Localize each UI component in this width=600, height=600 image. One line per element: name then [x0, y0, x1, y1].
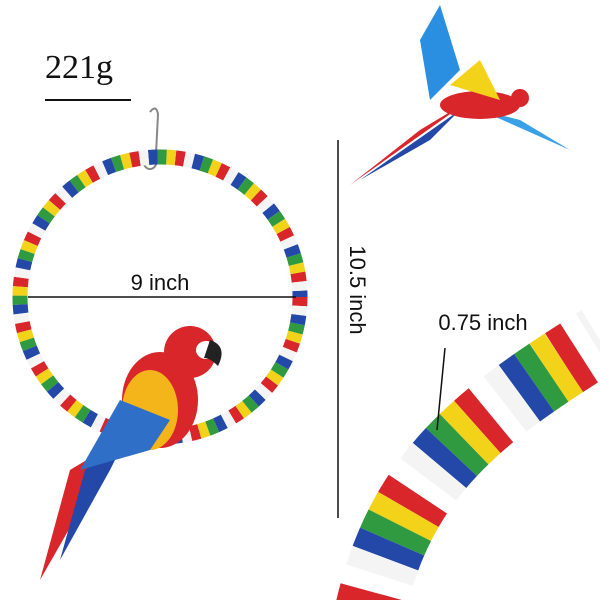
thickness-label: 0.75 inch — [438, 310, 527, 335]
width-label: 9 inch — [131, 270, 190, 295]
rope-closeup — [336, 310, 600, 600]
thickness-line — [436, 347, 446, 431]
parrot-flying — [350, 5, 570, 185]
weight-label: 221g — [45, 49, 113, 86]
parrot-perched — [40, 326, 222, 580]
height-label: 10.5 inch — [345, 245, 370, 334]
